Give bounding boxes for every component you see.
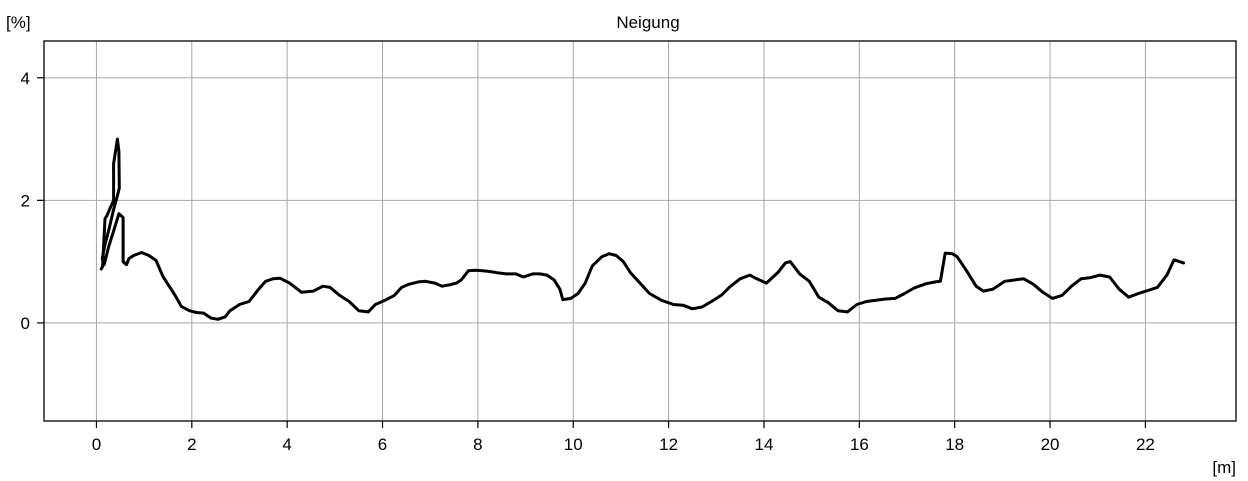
x-tick-label: 16 [850,435,869,454]
grid-lines [44,41,1236,421]
x-tick-label: 0 [92,435,101,454]
plot-area-frame [43,40,1237,422]
x-tick-label: 10 [564,435,583,454]
series-line [99,137,1186,321]
y-tick-label: 2 [21,191,30,210]
y-axis-unit: [%] [6,13,31,32]
x-tick-label: 20 [1041,435,1060,454]
x-tick-label: 22 [1136,435,1155,454]
chart-title: Neigung [616,13,679,32]
axis-ticks: 0 2 4 6 8 10 12 14 16 18 20 22 0 2 4 [21,69,1155,454]
series-layer [99,137,1186,321]
x-tick-label: 12 [659,435,678,454]
x-tick-label: 2 [187,435,196,454]
y-tick-label: 4 [21,69,30,88]
y-tick-label: 0 [21,314,30,333]
x-tick-label: 6 [378,435,387,454]
x-tick-label: 14 [755,435,774,454]
x-tick-label: 8 [473,435,482,454]
x-axis-unit: [m] [1212,458,1236,477]
x-tick-label: 4 [282,435,291,454]
x-tick-label: 18 [945,435,964,454]
